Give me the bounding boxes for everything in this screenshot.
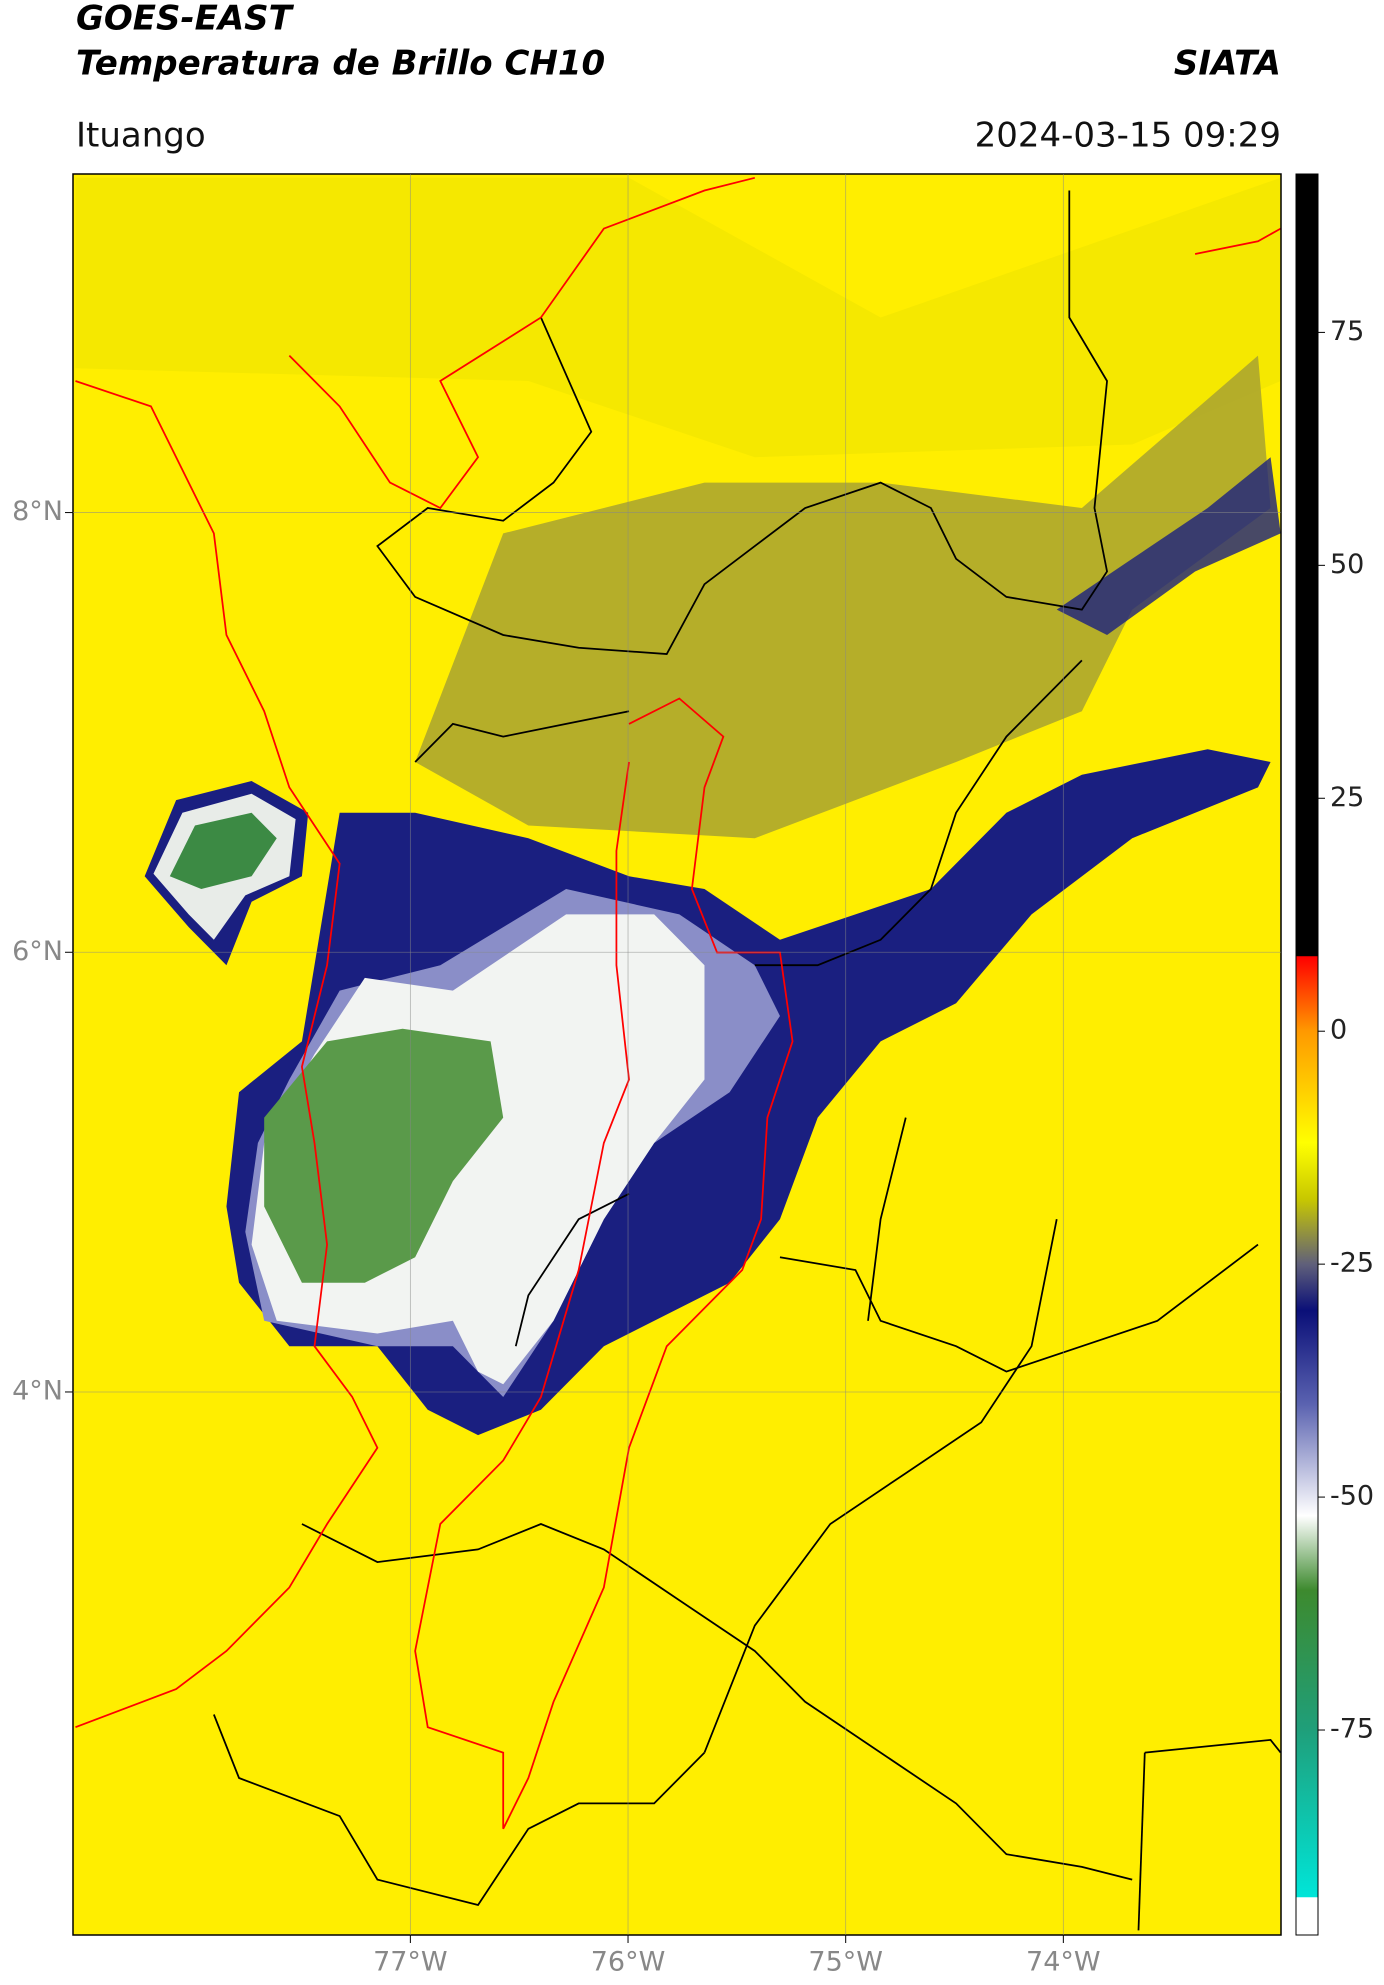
colorbar-tick-label: 0 (1330, 1015, 1347, 1046)
lat-tick-label: 8°N (12, 496, 63, 527)
lon-tick-label: 74°W (1026, 1947, 1101, 1978)
cloud-field (75, 176, 1281, 1931)
colorbar-tick-label: -75 (1330, 1714, 1374, 1745)
lon-tick-label: 75°W (808, 1947, 883, 1978)
title-product: Temperatura de Brillo CH10 (76, 44, 605, 84)
brand: SIATA (1174, 44, 1281, 84)
cirrus-olive (415, 355, 1271, 839)
lat-tick-label: 4°N (12, 1375, 63, 1406)
borders (213, 190, 1281, 1931)
colorbar-tick-label: -25 (1330, 1248, 1374, 1279)
lon-tick-label: 76°W (591, 1947, 666, 1978)
colorbar-scale (1295, 173, 1319, 1936)
colorbar: 75 50 25 0 -25 -50 -75 (1295, 173, 1374, 1936)
colorbar-tick-label: 25 (1330, 782, 1364, 813)
cloud-west-green (169, 812, 277, 889)
colorbar-tick-label: 75 (1330, 316, 1364, 347)
graticule: 8°N 6°N 4°N 77°W 76°W 75°W 74°W (12, 174, 1281, 1978)
title-satellite: GOES-EAST (76, 0, 295, 39)
colorbar-tick-label: -50 (1330, 1481, 1374, 1512)
lat-tick-label: 6°N (12, 936, 63, 967)
warm-area (75, 177, 1281, 458)
cloud-ne (1056, 457, 1281, 635)
region: Ituango (76, 116, 206, 156)
coast-and-department (75, 176, 1281, 1830)
map-frame (72, 173, 1282, 1936)
colorbar-tick-label: 50 (1330, 549, 1364, 580)
timestamp: 2024-03-15 09:29 (975, 116, 1281, 156)
lon-tick-label: 77°W (373, 1947, 448, 1978)
map-image (73, 174, 1281, 1935)
